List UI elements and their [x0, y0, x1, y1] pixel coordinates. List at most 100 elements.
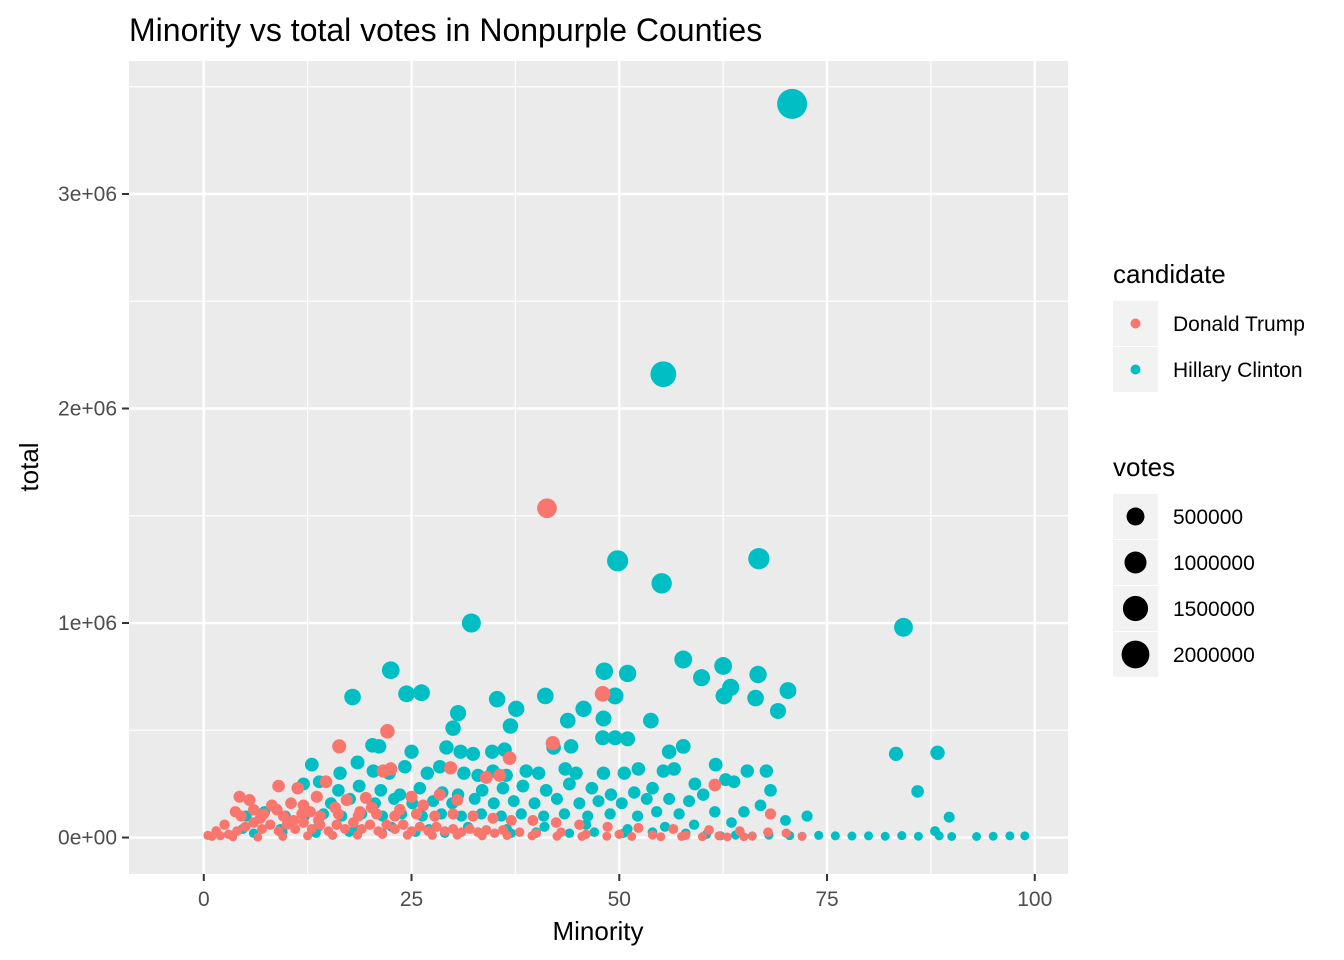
donald-trump-point-117 [577, 832, 587, 841]
donald-trump-point-47 [633, 822, 644, 833]
donald-trump-point-45 [574, 819, 585, 830]
hillary-clinton-point-166 [814, 830, 824, 840]
hillary-clinton-point-143 [943, 811, 955, 823]
donald-trump-point-43 [527, 814, 539, 826]
donald-trump-point-114 [502, 830, 512, 840]
hillary-clinton-point-116 [754, 799, 767, 812]
donald-trump-point-4 [545, 736, 560, 751]
donald-trump-point-98 [647, 830, 658, 840]
hillary-clinton-point-99 [663, 792, 676, 805]
donald-trump-point-107 [328, 830, 338, 840]
hillary-clinton-point-168 [847, 831, 857, 841]
donald-trump-point-116 [552, 831, 562, 841]
hillary-clinton-point-98 [683, 795, 696, 808]
donald-trump-point-14 [319, 775, 333, 789]
hillary-clinton-point-53 [656, 764, 671, 778]
donald-trump-point-76 [364, 819, 376, 830]
hillary-clinton-point-6 [894, 617, 913, 637]
donald-trump-point-123 [722, 832, 732, 842]
hillary-clinton-point-141 [801, 810, 813, 822]
hillary-clinton-point-12 [715, 687, 733, 705]
donald-trump-point-129 [394, 803, 406, 816]
donald-trump-point-134 [313, 814, 324, 826]
donald-trump-point-115 [527, 831, 537, 841]
donald-trump-point-11 [479, 771, 493, 784]
donald-trump-point-102 [797, 832, 807, 841]
donald-trump-point-122 [697, 832, 707, 842]
donald-trump-point-63 [256, 823, 267, 834]
donald-trump-point-16 [243, 794, 256, 806]
donald-trump-point-80 [398, 819, 409, 830]
hillary-clinton-point-13 [779, 682, 797, 700]
x-tick-label-1: 25 [400, 888, 423, 911]
hillary-clinton-point-175 [972, 832, 982, 841]
legend-size-key-3 [1121, 640, 1150, 669]
hillary-clinton-point-55 [617, 766, 631, 780]
hillary-clinton-point-56 [596, 766, 611, 780]
hillary-clinton-point-65 [432, 759, 447, 774]
donald-trump-point-9 [708, 778, 722, 792]
donald-trump-point-22 [310, 790, 323, 803]
hillary-clinton-point-178 [1020, 831, 1030, 841]
donald-trump-point-69 [306, 823, 317, 834]
donald-trump-point-105 [278, 832, 288, 841]
donald-trump-point-74 [348, 817, 359, 828]
hillary-clinton-point-77 [688, 777, 702, 791]
grid-minor [129, 61, 1068, 874]
donald-trump-point-2 [380, 724, 395, 739]
hillary-clinton-point-9 [674, 650, 693, 669]
hillary-clinton-point-39 [563, 739, 579, 754]
donald-trump-point-104 [253, 832, 263, 842]
donald-trump-point-112 [452, 830, 462, 840]
donald-trump-point-118 [602, 831, 612, 841]
hillary-clinton-point-1 [650, 361, 677, 388]
donald-trump-point-128 [365, 801, 378, 814]
hillary-clinton-point-51 [708, 757, 723, 772]
hillary-clinton-point-19 [344, 688, 361, 706]
hillary-clinton-point-118 [709, 806, 721, 818]
donald-trump-point-5 [502, 751, 517, 765]
hillary-clinton-point-100 [640, 792, 653, 805]
donald-trump-point-108 [352, 830, 363, 840]
legend-color-title: candidate [1113, 259, 1226, 289]
donald-trump-point-8 [443, 761, 458, 775]
hillary-clinton-point-182 [589, 827, 600, 838]
y-axis-ticks: 0e+00 1e+06 2e+06 3e+06 [58, 183, 129, 850]
hillary-clinton-point-172 [913, 831, 923, 841]
hillary-clinton-point-173 [934, 831, 944, 841]
legend-size-key-1 [1124, 551, 1147, 574]
hillary-clinton-point-37 [675, 739, 691, 754]
hillary-clinton-point-174 [947, 832, 957, 841]
donald-trump-point-12 [272, 779, 285, 793]
donald-trump-point-127 [354, 806, 366, 818]
hillary-clinton-point-147 [659, 821, 671, 832]
hillary-clinton-point-104 [550, 792, 563, 805]
hillary-clinton-point-71 [304, 757, 319, 772]
hillary-clinton-point-60 [519, 764, 533, 778]
hillary-clinton-point-167 [830, 831, 840, 841]
hillary-clinton-point-20 [618, 664, 637, 683]
hillary-clinton-point-121 [631, 810, 644, 822]
hillary-clinton-point-42 [465, 746, 481, 761]
donald-trump-point-39 [447, 808, 459, 820]
donald-trump-point-38 [429, 810, 441, 822]
hillary-clinton-point-101 [615, 797, 628, 810]
donald-trump-point-57 [207, 831, 217, 841]
hillary-clinton-point-4 [651, 573, 672, 594]
hillary-clinton-point-27 [595, 710, 612, 727]
donald-trump-point-84 [431, 821, 442, 832]
x-tick-label-0: 0 [198, 888, 210, 911]
hillary-clinton-point-28 [643, 712, 659, 729]
donald-trump-point-82 [414, 821, 425, 832]
donald-trump-point-42 [505, 814, 517, 826]
chart-title: Minority vs total votes in Nonpurple Cou… [129, 12, 762, 48]
donald-trump-point-101 [747, 831, 757, 841]
donald-trump-point-52 [763, 827, 773, 837]
hillary-clinton-point-103 [573, 797, 586, 810]
hillary-clinton-point-5 [461, 613, 481, 633]
hillary-clinton-point-108 [468, 792, 481, 805]
legend-key-hillary-clinton [1130, 364, 1141, 375]
hillary-clinton-point-120 [651, 806, 663, 818]
donald-trump-point-13 [291, 781, 304, 795]
